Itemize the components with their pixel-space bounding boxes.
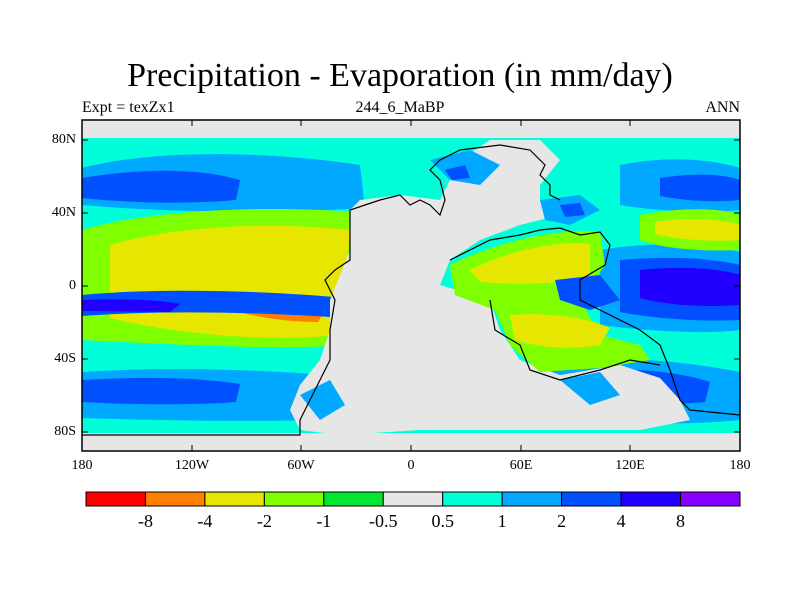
colorbar-swatch [680,491,741,507]
plot-title: Precipitation - Evaporation (in mm/day) [127,57,673,94]
lat-label-40n: 40N [51,205,76,220]
south-patches [300,372,620,420]
tethys-deepblue-core [640,267,740,307]
colorbar-label: 0.5 [431,511,454,531]
lon-label-180e: 180 [729,458,751,473]
colorbar-swatch [263,491,325,507]
colorbar-label: 4 [616,511,626,531]
colorbar-label: 2 [557,511,567,531]
colorbar-swatch [561,491,622,507]
colorbar-label: -1 [316,511,332,531]
colorbar-label: -0.5 [369,511,398,531]
season-label: ANN [705,99,740,116]
coastline [82,144,740,436]
colorbar-label: 1 [497,511,507,531]
colorbar-swatch [323,491,384,507]
lon-label-0: 0 [407,458,415,473]
north-deepblue-band-west [82,170,240,203]
lon-label-180w: 180 [71,458,93,473]
lat-label-80s: 80S [54,424,76,439]
lon-label-120w: 120W [174,458,210,473]
colorbar [85,491,741,507]
band-south-high [82,433,740,451]
axis-ticks [82,120,740,451]
colorbar-swatch [620,491,682,507]
field-shading [82,120,740,451]
colorbar-label: -8 [137,511,153,531]
colorbar-label: -2 [256,511,272,531]
interior-yellow-south [510,314,610,348]
north-deepblue-band-east [660,174,740,202]
lat-label-80n: 80N [51,132,76,147]
colorbar-swatch [442,491,503,507]
colorbar-swatch [85,491,146,507]
lat-label-40s: 40S [54,351,76,366]
tethys-yellow-tongue [655,218,740,241]
north-patches-dark [445,165,585,217]
lat-label-0: 0 [69,278,76,293]
lon-label-60e: 60E [509,458,533,473]
colorbar-swatch [144,491,206,507]
pangaea-west [290,140,690,435]
experiment-label: Expt = texZx1 [82,99,175,116]
colorbar-label: 8 [676,511,686,531]
east-patches [555,275,620,310]
pacific-itcz-core [82,299,180,312]
colorbar-swatch [204,491,265,507]
band-north-high [82,120,740,138]
lon-label-120e: 120E [615,458,645,473]
run-label: 244_6_MaBP [355,99,445,116]
south-deepblue-band [82,377,240,405]
colorbar-swatch [382,491,444,507]
interior-yellow [470,243,590,284]
colorbar-label: -4 [197,511,213,531]
north-patches [430,150,600,225]
colorbar-swatch [501,491,563,507]
lon-label-60w: 60W [287,458,315,473]
